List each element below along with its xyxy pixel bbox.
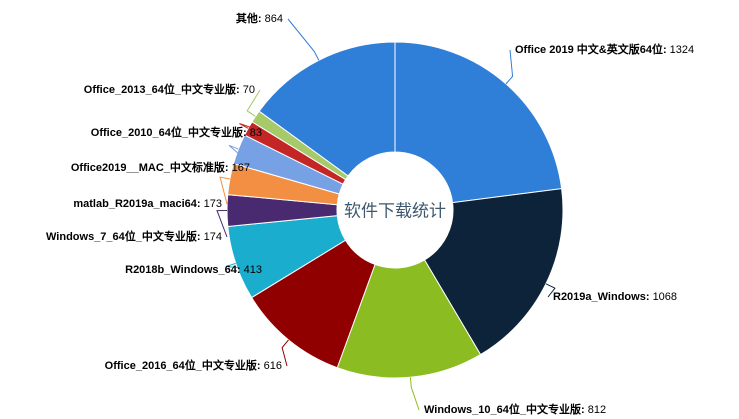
label-name: Office_2013_64位_中文专业版	[84, 82, 236, 96]
data-label: Windows_10_64位_中文专业版: 812	[424, 402, 606, 416]
label-name: Office_2010_64位_中文专业版	[91, 125, 243, 139]
label-value: 413	[244, 264, 262, 276]
label-name: Office2019__MAC_中文标准版	[71, 160, 225, 174]
label-name: Windows_10_64位_中文专业版	[424, 402, 581, 416]
label-sep: :	[257, 360, 264, 372]
connector	[409, 377, 420, 411]
label-value: 616	[264, 360, 282, 372]
connector	[226, 262, 268, 271]
connector	[246, 89, 261, 117]
label-sep: :	[581, 404, 588, 416]
label-value: 70	[243, 84, 255, 96]
connector	[287, 18, 320, 61]
label-sep: :	[225, 162, 232, 174]
slices	[226, 41, 564, 379]
label-value: 812	[588, 404, 606, 416]
label-name: matlab_R2019a_maci64	[73, 198, 197, 210]
connector	[216, 210, 228, 238]
label-name: R2018b_Windows_64	[125, 264, 238, 276]
labels: Office 2019 中文&英文版64位: 1324 R2019a_Window…	[46, 11, 694, 416]
connector	[505, 49, 514, 85]
data-label: 其他: 864	[236, 11, 283, 25]
label-name: 其他	[236, 11, 258, 25]
label-value: 174	[204, 231, 222, 243]
label-sep: :	[663, 44, 670, 56]
connector	[545, 283, 556, 298]
slice	[394, 41, 563, 204]
data-label: Office_2016_64位_中文专业版: 616	[105, 358, 282, 372]
connector	[281, 339, 289, 367]
connector	[228, 144, 256, 169]
label-value: 1068	[653, 291, 677, 303]
label-value: 173	[204, 198, 222, 210]
data-label: Office2019__MAC_中文标准版: 167	[71, 160, 250, 174]
data-label: Office 2019 中文&英文版64位: 1324	[515, 42, 694, 56]
label-value: 167	[232, 162, 250, 174]
data-label: Office_2010_64位_中文专业版: 83	[91, 125, 262, 139]
slice	[336, 259, 482, 379]
slice	[258, 41, 396, 177]
connector	[219, 176, 230, 205]
data-label: Windows_7_64位_中文专业版: 174	[46, 229, 222, 243]
label-name: Office 2019 中文&英文版64位	[515, 42, 663, 56]
label-value: 1324	[670, 44, 694, 56]
label-sep: :	[197, 198, 204, 210]
data-label: R2019a_Windows: 1068	[553, 291, 677, 303]
data-label: Office_2013_64位_中文专业版: 70	[84, 82, 255, 96]
label-name: Windows_7_64位_中文专业版	[46, 229, 197, 243]
label-value: 83	[250, 127, 262, 139]
connector	[239, 123, 268, 134]
label-name: R2019a_Windows	[553, 291, 646, 303]
label-sep: :	[197, 231, 204, 243]
data-label: matlab_R2019a_maci64: 173	[73, 198, 222, 210]
label-sep: :	[258, 13, 265, 25]
label-sep: :	[646, 291, 653, 303]
chart-title: 软件下载统计	[344, 201, 446, 220]
label-name: Office_2016_64位_中文专业版	[105, 358, 257, 372]
label-sep: :	[243, 127, 250, 139]
label-sep: :	[236, 84, 243, 96]
label-value: 864	[265, 13, 283, 25]
slice	[423, 188, 564, 356]
label-sep: :	[237, 264, 244, 276]
data-label: R2018b_Windows_64: 413	[125, 264, 262, 276]
